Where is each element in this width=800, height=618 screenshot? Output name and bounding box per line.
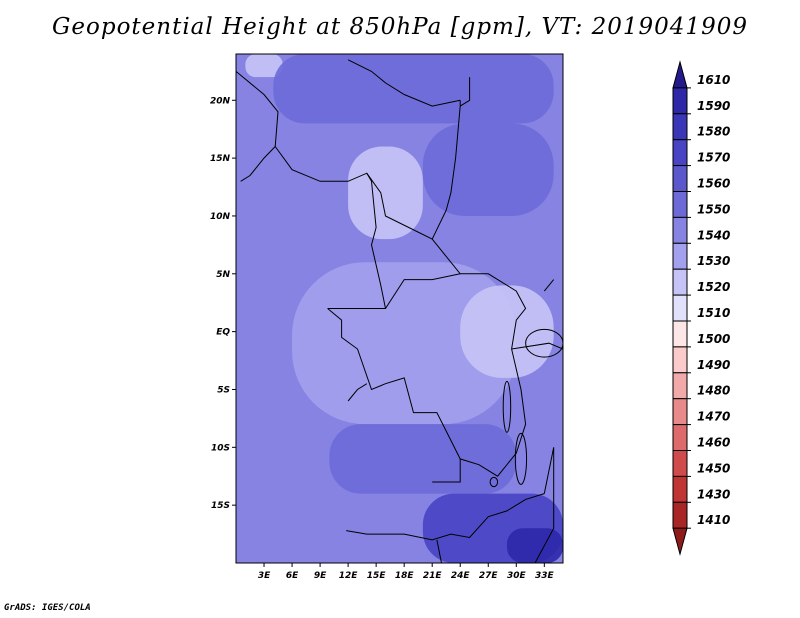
y-axis-ticks: 20N 15N 10N 5N EQ 5S 10S 15S [210,96,236,511]
colorbar-label: 1510 [697,306,730,320]
y-tick-label: 20N [210,96,231,106]
height-field [236,54,563,563]
credit-label: GrADS: IGES/COLA [4,603,91,613]
colorbar-label: 1610 [697,73,730,87]
colorbar-label: 1540 [697,228,730,242]
lake-outline-3 [489,476,499,488]
field-region-1 [273,54,554,124]
colorbar-label: 1450 [697,461,730,475]
colorbar-label: 1410 [697,513,730,527]
colorbar-swatch [672,527,688,557]
x-tick-label: 9E [314,571,327,581]
colorbar-swatch [672,320,688,348]
x-tick-label: 33E [535,571,555,581]
colorbar-swatch [672,475,688,503]
x-tick-label: 30E [507,571,527,581]
colorbar-swatch [672,501,688,529]
colorbar-swatch [672,450,688,477]
colorbar-label: 1480 [697,384,730,398]
border-line-12 [436,539,442,563]
lake-outline-1 [502,380,512,433]
field-region-2 [348,146,423,240]
field-region-6 [329,424,517,494]
x-tick-label: 3E [258,571,271,581]
lake-outline-2 [514,432,528,485]
colorbar-swatch [672,191,688,218]
x-tick-label: 18E [395,571,415,581]
colorbar-swatch [672,139,688,167]
colorbar-label: 1560 [697,177,730,191]
colorbar-label: 1500 [697,332,730,346]
border-line-3 [347,59,461,107]
colorbar-label: 1460 [697,436,730,450]
plot-frame [235,53,564,564]
y-tick-label: EQ [216,328,230,338]
chart-title: Geopotential Height at 850hPa [gpm], VT:… [52,14,748,40]
colorbar-swatch [672,424,688,452]
colorbar-swatch [672,268,688,296]
colorbar-swatch [672,294,688,322]
colorbar-label: 1530 [697,254,730,268]
field-region-3 [422,123,554,216]
border-line-13 [543,279,555,292]
field-region-4 [292,262,517,425]
colorbar-label: 1570 [697,151,730,165]
colorbar-label: 1590 [697,99,730,113]
y-tick-label: 15N [210,154,231,164]
y-tick-label: 10S [211,443,230,453]
border-line-7 [327,308,508,477]
colorbar-label: 1520 [697,280,730,294]
colorbar-swatch [672,60,688,89]
x-tick-label: 24E [451,571,471,581]
field-region-5 [460,285,554,378]
colorbar: 1610 1590 1580 1570 1560 1550 1540 1530 1520 1510… [672,60,730,557]
colorbar-swatch [672,216,688,244]
colorbar-label: 1430 [697,487,730,501]
border-line-9 [346,493,545,541]
colorbar-swatch [672,87,688,115]
x-tick-label: 21E [423,571,443,581]
x-tick-label: 27E [479,571,499,581]
x-tick-label: 6E [286,571,299,581]
x-tick-label: 15E [367,571,387,581]
y-tick-label: 5S [217,385,230,395]
y-tick-label: 15S [211,501,230,511]
y-tick-label: 5N [216,270,230,280]
colorbar-label: 1470 [697,410,730,424]
border-line-6 [385,273,461,309]
colorbar-label: 1490 [697,358,730,372]
border-line-10 [432,458,461,483]
border-line-14 [511,342,563,350]
colorbar-swatch [672,113,688,141]
border-line-11 [534,447,555,563]
border-line-4 [459,77,471,107]
colorbar-swatch [672,398,688,426]
field-region-0 [245,54,283,78]
colorbar-swatch [672,165,688,193]
border-line-2 [366,100,461,240]
field-region-8 [506,528,563,563]
country-borders [236,59,563,563]
border-line-8 [347,383,368,402]
x-axis-ticks: 3E 6E 9E 12E 15E 18E 21E 24E 27E 30E 33E [258,563,555,581]
border-line-1 [274,146,387,309]
colorbar-swatch [672,242,688,270]
colorbar-label: 1580 [697,125,730,139]
x-tick-label: 12E [339,571,359,581]
colorbar-swatch [672,346,688,374]
colorbar-swatch [672,372,688,400]
colorbar-label: 1550 [697,202,730,216]
y-tick-label: 10N [210,212,231,222]
